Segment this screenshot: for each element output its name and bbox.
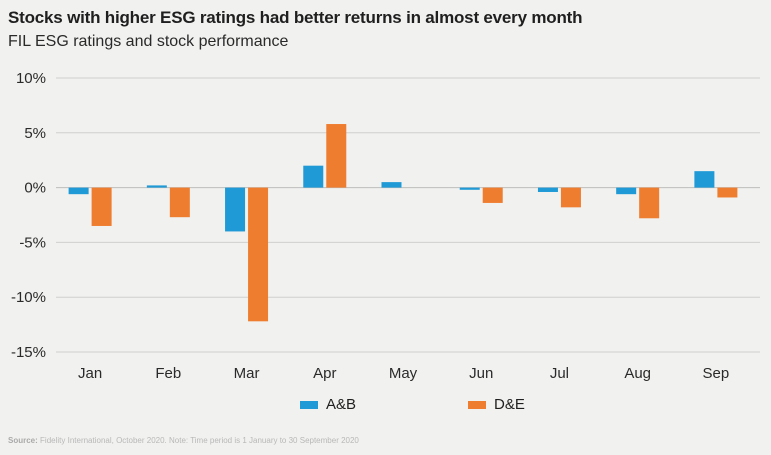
bar-de-apr — [326, 124, 347, 188]
x-tick-label: Mar — [234, 365, 260, 382]
legend-swatch-de — [468, 400, 486, 409]
legend-label-de: D&E — [494, 396, 525, 413]
chart-title: Stocks with higher ESG ratings had bette… — [8, 8, 583, 27]
bar-ab-jan — [68, 187, 89, 195]
legend-item-de: D&E — [468, 396, 525, 413]
bar-de-jul — [560, 187, 581, 208]
bar-ab-aug — [616, 187, 637, 195]
bar-de-jun — [482, 187, 503, 203]
legend-label-ab: A&B — [326, 396, 357, 413]
x-tick-label: May — [389, 365, 418, 382]
x-tick-label: Aug — [624, 365, 651, 382]
legend: A&B D&E — [0, 396, 771, 420]
source-label: Source: — [8, 436, 38, 445]
bars — [68, 124, 738, 322]
source-text: Fidelity International, October 2020. No… — [40, 436, 359, 445]
bar-ab-jun — [459, 187, 480, 190]
x-tick-label: Jul — [550, 365, 569, 382]
chart-subtitle: FIL ESG ratings and stock performance — [8, 33, 289, 50]
bar-ab-mar — [225, 187, 246, 232]
legend-item-ab: A&B — [300, 396, 356, 413]
bar-chart: 10% 5% 0% -5% -10% -15% Jan Feb Mar Apr May Jun Jul… — [11, 70, 760, 382]
bar-de-feb — [169, 187, 190, 218]
x-tick-label: Sep — [703, 365, 730, 382]
bar-ab-feb — [146, 185, 167, 188]
y-tick-label: 10% — [16, 70, 46, 87]
bar-de-sep — [717, 187, 738, 198]
y-axis: 10% 5% 0% -5% -10% -15% — [11, 70, 46, 361]
bar-ab-may — [381, 182, 402, 188]
y-tick-label: 0% — [24, 180, 46, 197]
x-axis: Jan Feb Mar Apr May Jun Jul Aug Sep — [78, 365, 729, 382]
source-note: Source: Fidelity International, October … — [8, 436, 359, 445]
x-tick-label: Jun — [469, 365, 493, 382]
y-tick-label: 5% — [24, 125, 46, 142]
x-tick-label: Apr — [313, 365, 336, 382]
bar-ab-apr — [303, 165, 324, 188]
bar-ab-sep — [694, 171, 715, 188]
bar-de-aug — [639, 187, 660, 219]
y-tick-label: -15% — [11, 344, 46, 361]
x-tick-label: Feb — [155, 365, 181, 382]
legend-swatch-ab — [300, 400, 318, 409]
bar-de-mar — [248, 187, 269, 322]
y-tick-label: -5% — [19, 234, 46, 251]
bar-de-jan — [91, 187, 112, 226]
bar-ab-jul — [537, 187, 558, 192]
x-tick-label: Jan — [78, 365, 102, 382]
y-tick-label: -10% — [11, 289, 46, 306]
